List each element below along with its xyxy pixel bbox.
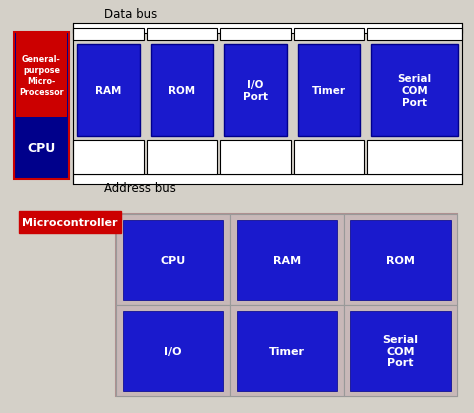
Text: General-
purpose
Micro-
Processor: General- purpose Micro- Processor	[19, 55, 64, 97]
Bar	[77, 45, 140, 137]
Bar	[371, 45, 458, 137]
Bar	[220, 29, 291, 41]
Text: Serial
COM
Port: Serial COM Port	[398, 74, 432, 107]
Bar	[116, 215, 457, 396]
Bar	[73, 140, 144, 175]
Bar	[147, 29, 217, 41]
Text: Address bus: Address bus	[104, 181, 176, 195]
Text: ROM: ROM	[168, 86, 196, 96]
Bar	[123, 221, 223, 300]
Bar	[230, 306, 344, 396]
Text: ROM: ROM	[386, 255, 415, 265]
Text: I/O: I/O	[164, 346, 182, 356]
Bar	[230, 215, 344, 306]
Bar	[73, 174, 462, 185]
Text: Timer: Timer	[269, 346, 305, 356]
Text: CPU: CPU	[27, 142, 55, 154]
Bar	[298, 45, 360, 137]
Bar	[73, 29, 144, 41]
Text: Microcontroller: Microcontroller	[22, 217, 118, 228]
Bar	[350, 311, 451, 391]
Bar	[151, 45, 213, 137]
Text: Data bus: Data bus	[104, 8, 157, 21]
Bar	[19, 211, 121, 234]
Text: RAM: RAM	[95, 86, 122, 96]
Bar	[294, 29, 364, 41]
Bar	[367, 140, 462, 175]
Bar	[237, 311, 337, 391]
Bar	[294, 140, 364, 175]
Bar	[147, 140, 217, 175]
Bar	[116, 306, 230, 396]
Bar	[116, 215, 230, 306]
Bar	[73, 24, 462, 34]
Bar	[344, 306, 457, 396]
Text: Serial
COM
Port: Serial COM Port	[383, 335, 419, 368]
Bar	[224, 45, 287, 137]
Text: RAM: RAM	[273, 255, 301, 265]
Bar	[220, 140, 291, 175]
Bar	[344, 215, 457, 306]
Bar	[367, 29, 462, 41]
Bar	[123, 311, 223, 391]
Bar	[16, 34, 67, 117]
Text: CPU: CPU	[160, 255, 186, 265]
Bar	[237, 221, 337, 300]
Text: Timer: Timer	[312, 86, 346, 96]
Bar	[14, 33, 69, 180]
Bar	[350, 221, 451, 300]
Text: I/O
Port: I/O Port	[243, 80, 268, 102]
